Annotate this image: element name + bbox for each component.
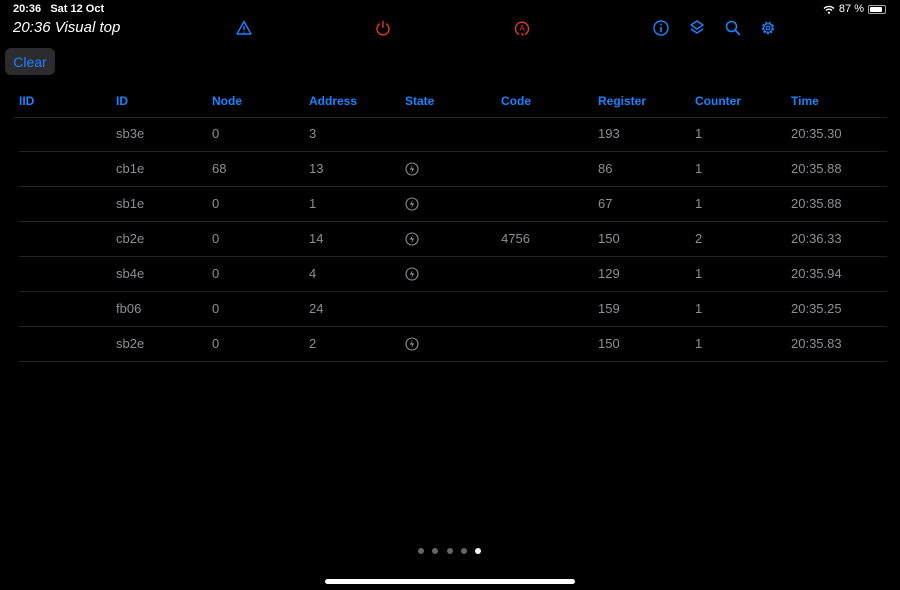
cell-time: 20:35.83 <box>791 336 842 351</box>
column-header-time[interactable]: Time <box>791 94 819 108</box>
bolt-icon <box>405 267 419 281</box>
cell-time: 20:35.88 <box>791 196 842 211</box>
cell-register: 86 <box>598 161 613 176</box>
warning-icon[interactable] <box>235 19 253 37</box>
page-dot[interactable] <box>475 548 482 554</box>
column-header-counter[interactable]: Counter <box>695 94 741 108</box>
cell-counter: 1 <box>695 161 703 176</box>
cell-time: 20:35.30 <box>791 126 842 141</box>
cell-node: 0 <box>212 301 220 316</box>
page-dot[interactable] <box>432 548 439 554</box>
bolt-icon <box>405 337 419 351</box>
divider <box>19 326 887 327</box>
battery-percent: 87 % <box>838 3 864 15</box>
divider <box>19 221 887 222</box>
power-icon[interactable] <box>374 19 392 37</box>
cell-address: 2 <box>309 336 317 351</box>
cell-register: 193 <box>598 126 620 141</box>
column-header-register[interactable]: Register <box>598 94 647 108</box>
layers-icon[interactable] <box>688 19 706 37</box>
bolt-icon <box>405 232 419 246</box>
gear-icon[interactable] <box>759 19 777 37</box>
info-icon[interactable] <box>652 19 670 37</box>
column-header-state[interactable]: State <box>405 94 435 108</box>
cell-register: 159 <box>598 301 620 316</box>
cell-code: 4756 <box>501 231 530 246</box>
cell-node: 0 <box>212 266 220 281</box>
cell-address: 14 <box>309 231 324 246</box>
column-header-iid[interactable]: IID <box>19 94 35 108</box>
column-header-address[interactable]: Address <box>309 94 358 108</box>
cell-address: 1 <box>309 196 317 211</box>
divider <box>19 291 887 292</box>
battery-icon <box>868 4 886 14</box>
cell-counter: 2 <box>695 231 703 246</box>
cell-register: 150 <box>598 336 620 351</box>
cell-address: 4 <box>309 266 317 281</box>
divider <box>19 361 887 362</box>
column-header-code[interactable]: Code <box>501 94 531 108</box>
status-right: 87 % <box>823 3 886 15</box>
cell-id: sb1e <box>116 196 145 211</box>
cell-id: cb2e <box>116 231 145 246</box>
cell-id: cb1e <box>116 161 145 176</box>
cell-id: sb2e <box>116 336 145 351</box>
cell-register: 67 <box>598 196 613 211</box>
cell-register: 129 <box>598 266 620 281</box>
cell-id: sb4e <box>116 266 145 281</box>
divider <box>19 256 887 257</box>
cell-counter: 1 <box>695 196 703 211</box>
cell-address: 24 <box>309 301 324 316</box>
cell-counter: 1 <box>695 301 703 316</box>
cell-time: 20:36.33 <box>791 231 842 246</box>
cell-id: sb3e <box>116 126 145 141</box>
divider <box>19 151 887 152</box>
cell-address: 3 <box>309 126 317 141</box>
search-icon[interactable] <box>724 19 742 37</box>
page-dot[interactable] <box>418 548 424 554</box>
cell-register: 150 <box>598 231 620 246</box>
cell-time: 20:35.94 <box>791 266 842 281</box>
page-dot[interactable] <box>460 548 467 554</box>
cell-node: 0 <box>212 126 220 141</box>
bolt-icon <box>405 162 419 176</box>
cell-node: 68 <box>212 161 227 176</box>
column-header-node[interactable]: Node <box>212 94 242 108</box>
clear-button[interactable]: Clear <box>5 48 55 75</box>
cell-id: fb06 <box>116 301 142 316</box>
cell-counter: 1 <box>695 266 703 281</box>
divider <box>19 186 887 187</box>
cell-time: 20:35.88 <box>791 161 842 176</box>
status-time: 20:36 Sat 12 Oct <box>13 3 105 15</box>
cell-time: 20:35.25 <box>791 301 842 316</box>
cell-counter: 1 <box>695 336 703 351</box>
wifi-icon <box>823 5 835 14</box>
cell-address: 13 <box>309 161 324 176</box>
cell-node: 0 <box>212 196 220 211</box>
page-title: 20:36 Visual top <box>13 19 121 36</box>
auto-mode-icon[interactable]: A <box>513 19 531 37</box>
divider <box>14 117 887 118</box>
svg-text:A: A <box>519 24 525 33</box>
cell-node: 0 <box>212 231 220 246</box>
cell-counter: 1 <box>695 126 703 141</box>
cell-node: 0 <box>212 336 220 351</box>
page-dot[interactable] <box>446 548 453 554</box>
column-header-id[interactable]: ID <box>116 94 128 108</box>
home-indicator[interactable] <box>325 579 575 584</box>
bolt-icon <box>405 197 419 211</box>
